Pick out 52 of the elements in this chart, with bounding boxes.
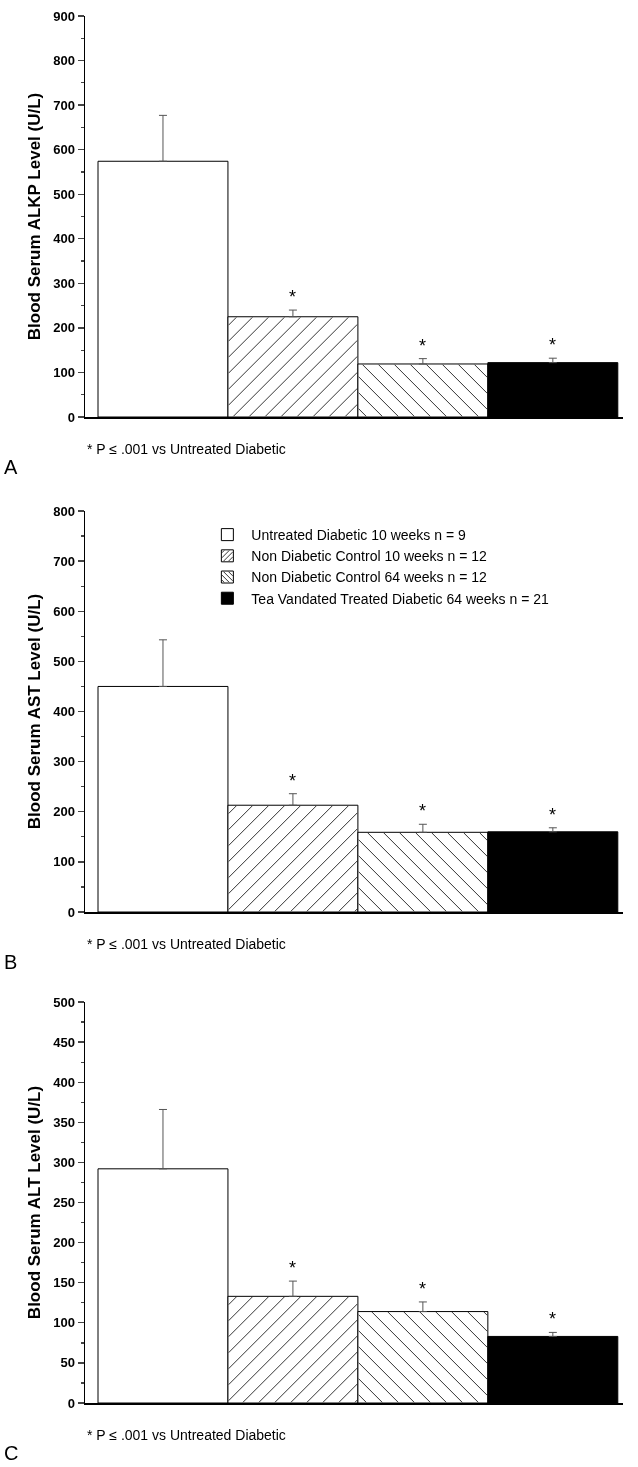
y-tick-label: 400 (53, 1074, 75, 1090)
text: * P ≤ .001 vs Untreated Diabetic (87, 441, 286, 457)
data-label: * (419, 1279, 427, 1299)
y-tick-label: 300 (53, 275, 75, 291)
y-tick-label: 700 (53, 553, 75, 569)
y-tick-label: 100 (53, 1315, 75, 1331)
legend-label: Tea Vandated Treated Diabetic 64 weeks n = 21 (251, 590, 550, 607)
y-axis-title: Blood Serum ALT Level (U/L) (25, 1085, 44, 1320)
data-label: * (419, 336, 427, 356)
y-tick-label: 350 (53, 1114, 75, 1130)
y-tick-label: 400 (53, 231, 75, 247)
text: C (4, 1442, 19, 1464)
data-label: * (549, 335, 557, 355)
y-tick-label: 600 (53, 603, 75, 619)
data-label: * (289, 1258, 297, 1278)
y-tick-label: 250 (53, 1195, 75, 1211)
y-tick-label: 200 (53, 320, 75, 336)
text: * P ≤ .001 vs Untreated Diabetic (87, 1427, 286, 1443)
legend-label: Non Diabetic Control 10 weeks n = 12 (251, 548, 487, 565)
text: * P ≤ .001 vs Untreated Diabetic (87, 936, 286, 952)
y-tick-label: 200 (53, 804, 75, 820)
y-tick-label: 200 (53, 1235, 75, 1251)
legend-label: Non Diabetic Control 64 weeks n = 12 (251, 569, 487, 586)
y-tick-label: 100 (53, 364, 75, 380)
y-tick-label: 0 (67, 1395, 75, 1411)
y-tick-label: 500 (53, 653, 75, 669)
data-label: * (419, 801, 427, 821)
y-tick-label: 100 (53, 854, 75, 870)
y-tick-label: 300 (53, 754, 75, 770)
y-tick-label: 150 (53, 1275, 75, 1291)
y-tick-label: 600 (53, 142, 75, 158)
data-label: * (549, 805, 557, 825)
data-label: * (289, 771, 297, 791)
y-tick-label: 900 (53, 8, 75, 24)
data-label: * (289, 287, 297, 307)
y-axis-title: Blood Serum AST Level (U/L) (25, 593, 44, 830)
y-tick-label: 0 (67, 409, 75, 425)
data-label: * (549, 1309, 557, 1329)
y-tick-label: 300 (53, 1154, 75, 1170)
y-tick-label: 700 (53, 97, 75, 113)
text: B (4, 951, 18, 973)
y-tick-label: 50 (60, 1355, 75, 1371)
y-axis-title: Blood Serum ALKP Level (U/L) (25, 92, 44, 341)
y-tick-label: 0 (67, 904, 75, 920)
y-tick-label: 800 (53, 503, 75, 519)
text: A (4, 456, 18, 478)
y-tick-label: 500 (53, 186, 75, 202)
y-tick-label: 450 (53, 1034, 75, 1050)
legend-label: Untreated Diabetic 10 weeks n = 9 (251, 527, 466, 544)
y-tick-label: 800 (53, 53, 75, 69)
y-tick-label: 500 (53, 994, 75, 1010)
y-tick-label: 400 (53, 704, 75, 720)
